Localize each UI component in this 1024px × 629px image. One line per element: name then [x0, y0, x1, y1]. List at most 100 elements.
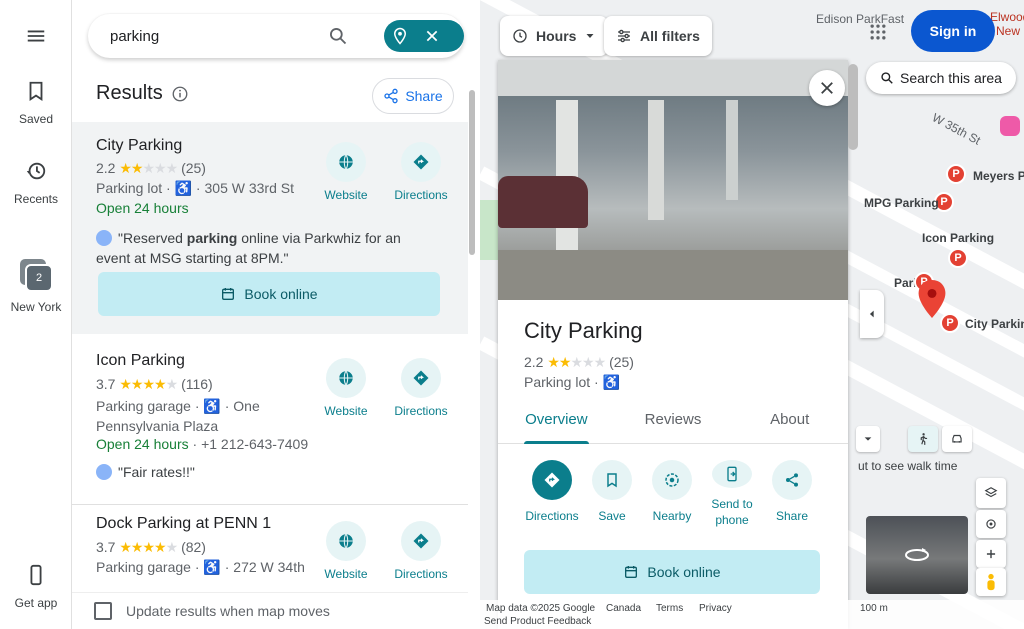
map-pin[interactable]: P — [946, 164, 966, 184]
place-type: Parking lot · ♿ — [524, 374, 621, 390]
share-icon — [384, 88, 398, 104]
map-pin[interactable]: P — [948, 248, 968, 268]
map-pin[interactable]: P — [934, 192, 954, 212]
phone-icon — [30, 564, 42, 586]
chevron-down-icon — [586, 34, 594, 38]
menu-button[interactable] — [0, 22, 72, 50]
reviewer-avatar — [96, 230, 112, 246]
star-rating: ★★★★★ — [547, 354, 606, 370]
card-book-online-button[interactable]: Book online — [524, 550, 820, 594]
terms-link[interactable]: Terms — [656, 603, 684, 614]
card-share-button[interactable]: Share — [762, 456, 822, 528]
get-app-label: Get app — [14, 596, 58, 610]
directions-icon — [413, 370, 429, 386]
map-footer — [480, 600, 1024, 629]
results-scrollbar[interactable] — [469, 90, 475, 255]
update-results-checkbox[interactable] — [94, 602, 112, 620]
recents-button[interactable]: Recents — [0, 160, 72, 206]
pegman-button[interactable] — [976, 568, 1006, 596]
place-details-card: City Parking 2.2 ★★★★★ (25) Parking lot … — [498, 60, 848, 629]
card-nearby-button[interactable]: Nearby — [642, 456, 702, 528]
result-item-dock-parking[interactable]: Dock Parking at PENN 1 3.7 ★★★★★ (82) Pa… — [72, 504, 468, 592]
website-button[interactable]: Website — [309, 352, 383, 420]
result-hours-line: Open 24 hours · +1 212-643-7409 — [96, 436, 309, 452]
card-directions-button[interactable]: Directions — [522, 456, 582, 528]
search-button[interactable] — [322, 20, 354, 52]
layers-icon — [984, 487, 998, 498]
result-item-icon-parking[interactable]: Icon Parking 3.7 ★★★★★ (116) Parking gar… — [72, 340, 468, 500]
map-label-meyers: Meyers P — [973, 169, 1024, 183]
place-photo[interactable] — [498, 60, 848, 300]
website-button[interactable]: Website — [309, 515, 383, 583]
search-this-area-button[interactable]: Search this area — [866, 62, 1016, 94]
nearby-icon — [665, 473, 679, 487]
clock-icon — [513, 29, 527, 43]
drive-mode-button[interactable] — [942, 426, 972, 452]
hamburger-icon — [27, 30, 45, 42]
privacy-link[interactable]: Privacy — [699, 603, 732, 614]
all-filters-button[interactable]: All filters — [604, 16, 712, 56]
my-location-icon — [986, 519, 996, 529]
result-hours: Open 24 hours — [96, 200, 189, 216]
zoom-in-button[interactable] — [976, 540, 1006, 568]
walk-mode-button[interactable] — [908, 426, 938, 452]
nearby-location-button[interactable] — [384, 20, 416, 52]
clear-search-button[interactable] — [416, 20, 448, 52]
hours-filter-button[interactable]: Hours — [500, 16, 609, 56]
directions-button[interactable]: Directions — [384, 136, 458, 204]
recent-location-new-york[interactable]: 2 New York — [0, 258, 72, 314]
region-link[interactable]: Canada — [606, 603, 642, 614]
saved-button[interactable]: Saved — [0, 80, 72, 126]
result-item-city-parking[interactable]: City Parking 2.2 ★★★★★ (25) Parking lot … — [72, 122, 468, 334]
close-card-button[interactable] — [809, 70, 845, 106]
directions-button[interactable]: Directions — [384, 352, 458, 420]
book-online-button[interactable]: Book online — [98, 272, 440, 316]
globe-icon — [339, 154, 353, 170]
result-type-line: Parking garage · ♿ · One Pennsylvania Pl… — [96, 398, 260, 434]
calendar-icon — [222, 288, 235, 300]
star-rating: ★★★★★ — [119, 539, 178, 555]
result-type-line: Parking lot · ♿ · 305 W 33rd St — [96, 180, 294, 196]
place-tabs: Overview Reviews About — [498, 396, 848, 444]
result-rating-line: 2.2 ★★★★★ (25) — [96, 160, 206, 176]
filter-sliders-icon — [618, 29, 630, 43]
bookmark-icon — [29, 81, 43, 101]
map-label-icon: Icon Parking — [922, 231, 995, 245]
my-location-button[interactable] — [976, 510, 1006, 538]
collapse-panel-button[interactable] — [860, 290, 884, 338]
map-scale[interactable]: 100 m — [860, 603, 888, 614]
location-target-icon — [393, 27, 407, 45]
apps-grid-icon — [870, 24, 886, 40]
result-type-line: Parking garage · ♿ · 272 W 34th — [96, 559, 305, 575]
selected-place-marker[interactable] — [918, 280, 946, 318]
map-label-edison: Edison ParkFast — [816, 12, 905, 26]
result-review-snippet: "Fair rates!!" — [96, 462, 436, 482]
share-results-button[interactable]: Share — [372, 78, 454, 114]
plus-icon — [986, 549, 996, 559]
card-save-button[interactable]: Save — [582, 456, 642, 528]
place-title: City Parking — [524, 318, 643, 343]
send-feedback-link[interactable]: Send Product Feedback — [484, 616, 592, 627]
sign-in-button[interactable]: Sign in — [911, 10, 995, 52]
directions-button[interactable]: Directions — [384, 515, 458, 583]
map-pin[interactable]: P — [940, 313, 960, 333]
layers-button[interactable] — [976, 478, 1006, 508]
google-apps-button[interactable] — [860, 14, 896, 50]
street-view-thumbnail[interactable] — [866, 516, 968, 594]
get-app-button[interactable]: Get app — [0, 564, 72, 610]
card-scrollbar[interactable] — [848, 64, 858, 150]
info-icon[interactable] — [171, 85, 189, 103]
tab-about[interactable]: About — [770, 411, 810, 428]
map-data-notice: Map data ©2025 Google — [486, 603, 596, 614]
search-input[interactable] — [110, 24, 320, 48]
share-icon — [786, 473, 798, 487]
card-send-to-phone-button[interactable]: Send to phone — [702, 456, 762, 528]
update-results-toggle[interactable]: Update results when map moves — [72, 592, 468, 629]
history-icon — [26, 162, 46, 180]
left-rail: Saved Recents 2 New York Get app — [0, 0, 72, 629]
tab-reviews[interactable]: Reviews — [644, 411, 702, 428]
search-icon — [330, 28, 347, 45]
website-button[interactable]: Website — [309, 136, 383, 204]
expand-travel-modes-button[interactable] — [856, 426, 880, 452]
tab-overview[interactable]: Overview — [498, 396, 615, 444]
